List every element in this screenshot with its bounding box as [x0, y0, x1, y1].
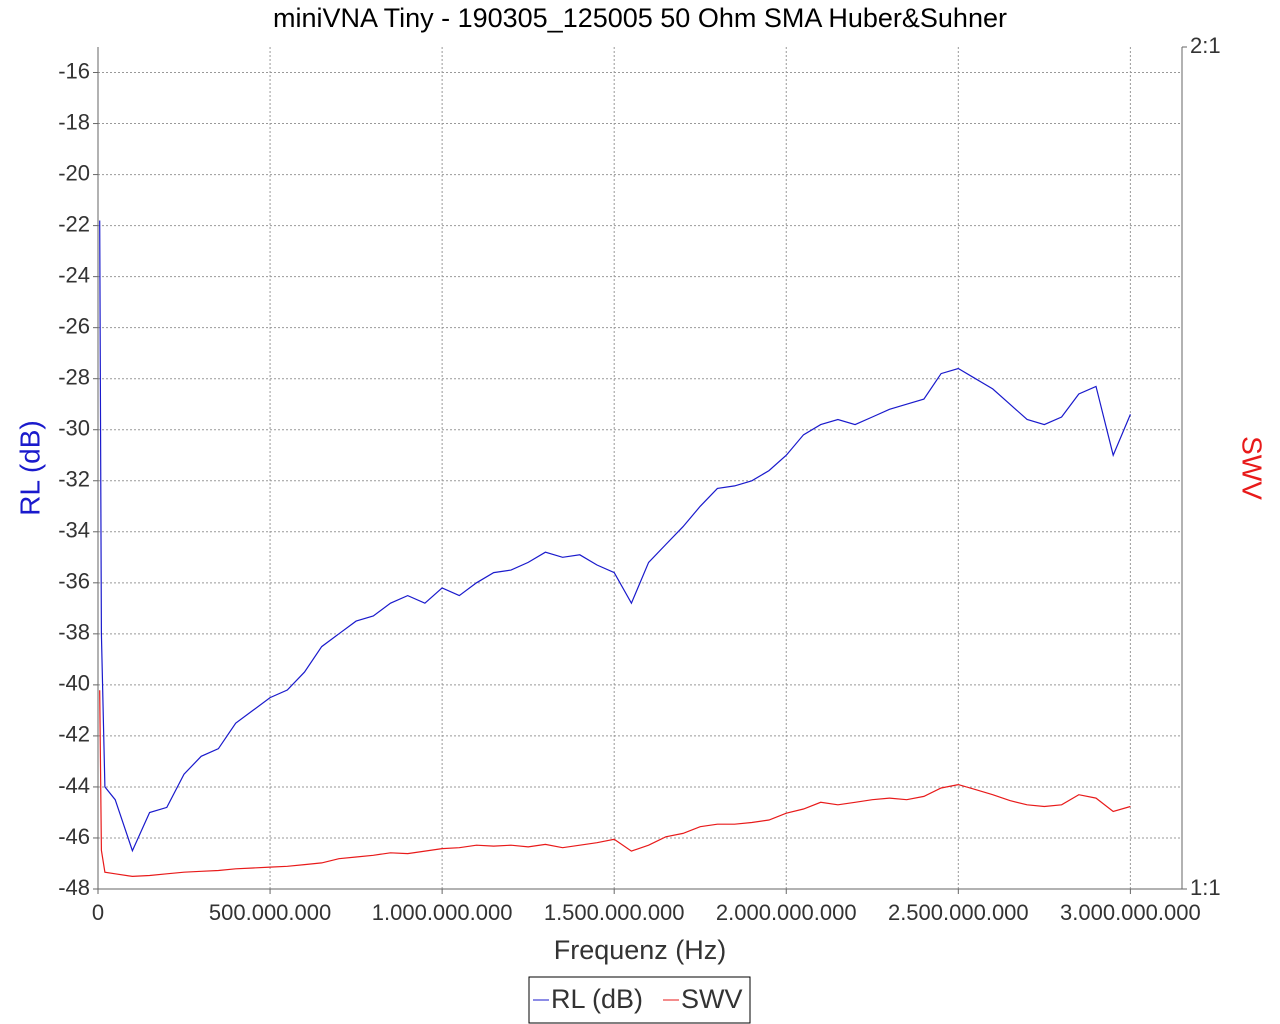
y-tick-label: -36 — [58, 569, 90, 594]
x-tick-label: 3.000.000.000 — [1060, 900, 1201, 925]
y-tick-label: -34 — [58, 518, 90, 543]
y-tick-label: -44 — [58, 773, 90, 798]
y-tick-label: -20 — [58, 160, 90, 185]
y-tick-label: -16 — [58, 58, 90, 83]
legend-label: RL (dB) — [551, 984, 643, 1014]
y2-tick-label: 2:1 — [1190, 33, 1221, 58]
y-tick-label: -48 — [58, 875, 90, 900]
y2-tick-label: 1:1 — [1190, 875, 1221, 900]
data-line — [99, 220, 1131, 853]
y2-axis-label: SWV — [1237, 436, 1268, 500]
y-tick-label: -38 — [58, 620, 90, 645]
y-tick-label: -22 — [58, 211, 90, 236]
x-tick-label: 2.500.000.000 — [888, 900, 1029, 925]
y-tick-label: -46 — [58, 824, 90, 849]
x-tick-label: 0 — [92, 900, 104, 925]
data-line — [99, 690, 1131, 878]
y-tick-label: -42 — [58, 722, 90, 747]
x-tick-label: 2.000.000.000 — [716, 900, 857, 925]
y-tick-label: -24 — [58, 262, 90, 287]
y-tick-label: -18 — [58, 109, 90, 134]
x-tick-label: 1.000.000.000 — [372, 900, 513, 925]
y-tick-label: -32 — [58, 467, 90, 492]
legend-label: SWV — [681, 984, 743, 1014]
y-tick-label: -30 — [58, 416, 90, 441]
x-tick-label: 1.500.000.000 — [544, 900, 685, 925]
y-axis-label: RL (dB) — [14, 420, 45, 515]
x-axis-label: Frequenz (Hz) — [554, 935, 727, 965]
y-tick-label: -28 — [58, 365, 90, 390]
y-tick-label: -26 — [58, 313, 90, 338]
legend — [528, 976, 751, 1024]
x-tick-label: 500.000.000 — [209, 900, 331, 925]
y-tick-label: -40 — [58, 671, 90, 696]
chart-title: miniVNA Tiny - 190305_125005 50 Ohm SMA … — [273, 3, 1007, 33]
